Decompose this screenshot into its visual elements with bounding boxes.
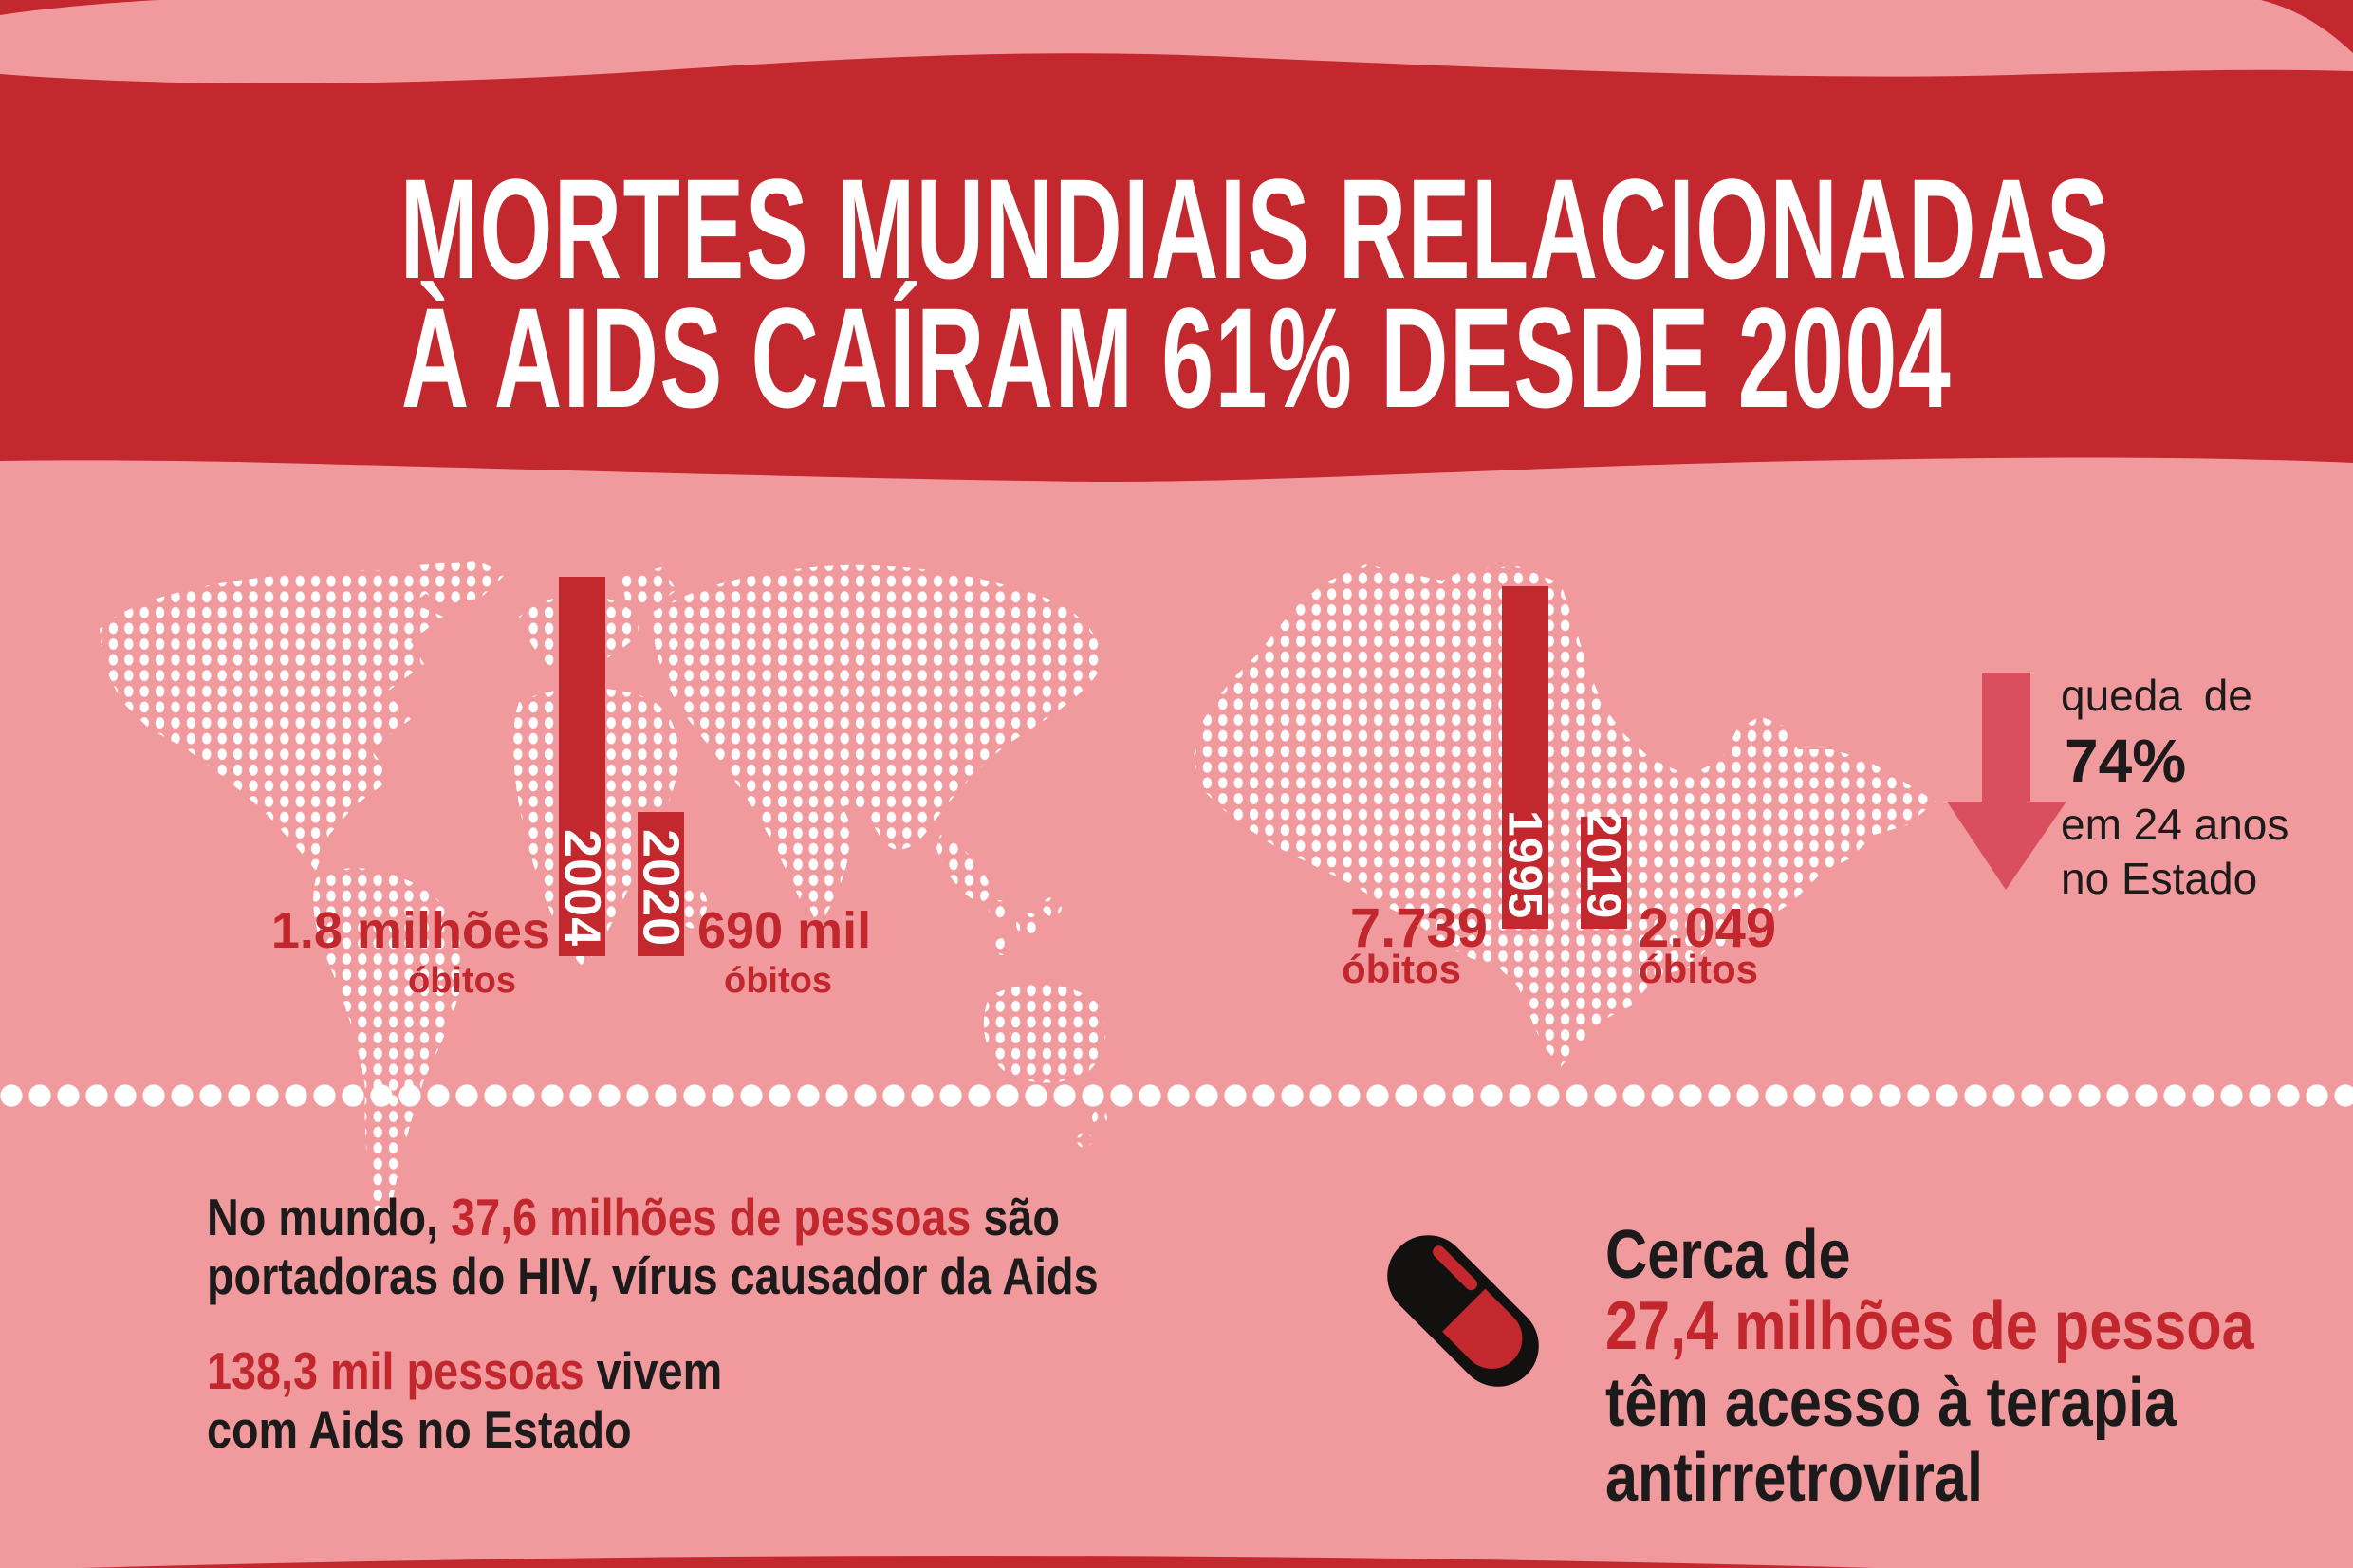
therapy-fact-line1: Cerca de (1605, 1217, 1851, 1293)
world-hiv-fact: No mundo, 37,6 milhões de pessoas são po… (207, 1188, 1099, 1305)
greenland-dots (417, 561, 506, 607)
island-dots-3 (1043, 897, 1062, 916)
world-hiv-fact-line2: portadoras do HIV, vírus causador da Aid… (207, 1246, 1099, 1305)
bar-state-2019: 2019 (1578, 810, 1631, 929)
state-1995-unit: óbitos (1342, 947, 1461, 991)
therapy-fact-highlight: 27,4 milhões de pessoa (1605, 1288, 2254, 1364)
world-hiv-fact-lead: No mundo, (207, 1188, 452, 1246)
island-dots-2 (1016, 913, 1039, 935)
drop-callout-line3: no Estado (2061, 854, 2258, 903)
pill-highlight (1433, 1245, 1477, 1291)
world-hiv-fact-line1: No mundo, 37,6 milhões de pessoas são (207, 1188, 1099, 1246)
new-zealand-dots-2 (1077, 1133, 1092, 1148)
new-zealand-dots-1 (1092, 1110, 1107, 1125)
bar-world-2020-label: 2020 (632, 828, 690, 947)
sao-paulo-dots (1194, 564, 1936, 1067)
island-dots-1 (989, 900, 1010, 921)
state-aids-fact-highlight: 138,3 mil pessoas (207, 1341, 584, 1400)
bar-state-2019-label: 2019 (1577, 809, 1631, 919)
world-2020-value: 690 mil (697, 902, 872, 959)
footer-wave-sliver (81, 1556, 1874, 1568)
southeast-asia-dots (936, 835, 991, 902)
bar-world-2020: 2020 (633, 812, 690, 956)
scandinavia-dots (621, 567, 676, 609)
asia-dots (652, 564, 1102, 899)
header-wave-banner (0, 0, 2353, 483)
state-aids-fact-line1: 138,3 mil pessoas vivem (207, 1341, 722, 1400)
state-aids-fact: 138,3 mil pessoas vivem com Aids no Esta… (207, 1341, 722, 1459)
down-arrow-icon (1947, 673, 2066, 890)
state-2019-unit: óbitos (1639, 947, 1758, 991)
north-america-dots (100, 570, 446, 871)
banner-band (0, 53, 2353, 483)
world-2004-value: 1.8 milhões (270, 902, 550, 959)
page-title-line-1: MORTES MUNDIAIS RELACIONADAS (399, 149, 2111, 308)
state-aids-fact-line2: com Aids no Estado (207, 1400, 632, 1459)
drop-callout-line2: em 24 anos (2061, 800, 2289, 849)
australia-dots (983, 984, 1106, 1083)
bar-world-2004-label: 2004 (553, 828, 611, 947)
island-dots-4 (994, 938, 1011, 955)
world-2004-unit: óbitos (408, 961, 516, 1001)
top-right-wave-sliver (2261, 0, 2353, 53)
state-1995-value: 7.739 (1349, 897, 1488, 959)
madagascar-dots (680, 888, 708, 929)
bar-world-2004: 2004 (554, 577, 611, 956)
pill-icon (1387, 1235, 1539, 1387)
state-aids-fact-tail: vivem (584, 1341, 723, 1400)
bar-state-1995: 1995 (1499, 586, 1552, 929)
drop-callout-percent: 74% (2065, 727, 2187, 795)
world-hiv-fact-highlight: 37,6 milhões de pessoas (451, 1188, 972, 1246)
world-2020-unit: óbitos (724, 961, 832, 1001)
therapy-fact-line4: antirretroviral (1605, 1440, 1983, 1516)
pill-red-half (1442, 1288, 1523, 1369)
top-left-wave-sliver (0, 0, 159, 15)
sao-paulo-state-map (1194, 564, 1936, 1067)
world-map (100, 561, 1107, 1221)
therapy-fact-line3: têm acesso à terapia (1605, 1365, 2177, 1441)
india-dots (790, 796, 851, 926)
drop-callout-prefix: queda de (2061, 671, 2252, 720)
dotted-divider (0, 1084, 2353, 1107)
page-title-line-2: À AIDS CAÍRAM 61% DESDE 2004 (400, 278, 1953, 437)
south-america-dots (313, 868, 465, 1221)
bar-state-1995-label: 1995 (1498, 809, 1552, 919)
state-2019-value: 2.049 (1639, 897, 1777, 959)
world-hiv-fact-tail: são (971, 1188, 1060, 1246)
